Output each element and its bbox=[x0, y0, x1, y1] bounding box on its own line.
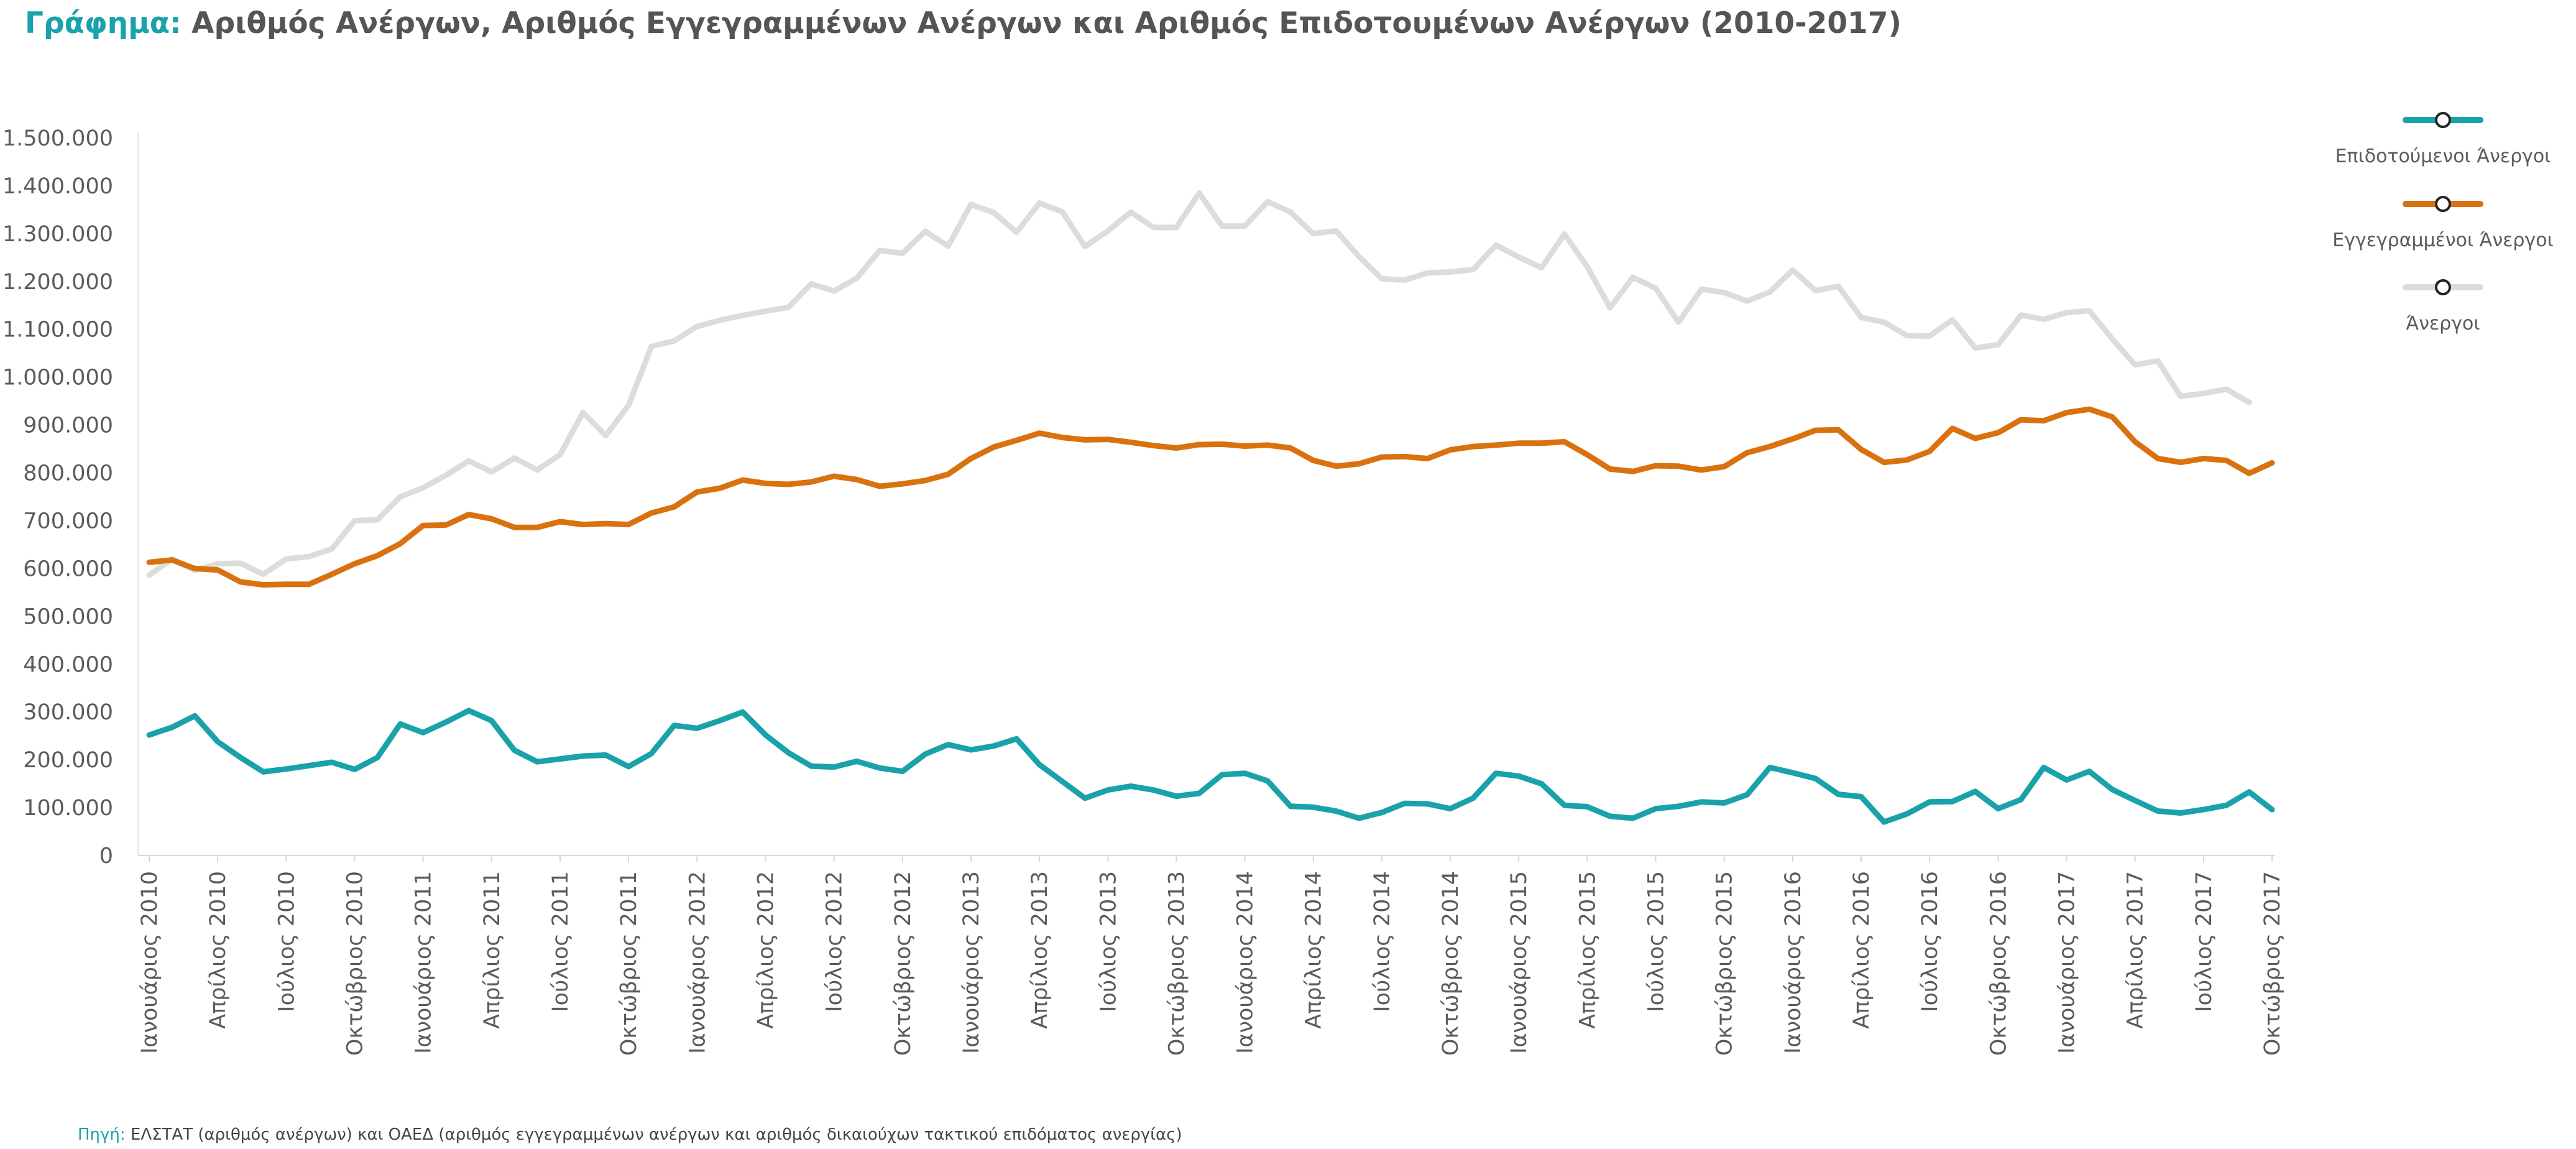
x-tick-label: Ιούλιος 2015 bbox=[1644, 871, 1669, 1012]
y-tick-label: 300.000 bbox=[23, 700, 113, 725]
legend-item: Εγγεγραμμένοι Άνεργοι bbox=[2332, 196, 2554, 251]
y-tick-label: 1.400.000 bbox=[2, 174, 113, 199]
source-text: ΕΛΣΤΑΤ (αριθμός ανέργων) και ΟΑΕΔ (αριθμ… bbox=[130, 1125, 1182, 1144]
y-tick-label: 1.100.000 bbox=[2, 318, 113, 343]
x-tick-label: Ιανουάριος 2017 bbox=[2055, 871, 2080, 1054]
legend-marker bbox=[2435, 279, 2451, 295]
y-tick-label: 200.000 bbox=[23, 748, 113, 773]
y-tick-label: 0 bbox=[99, 844, 113, 869]
legend-item: Επιδοτούμενοι Άνεργοι bbox=[2335, 112, 2551, 167]
x-tick-label: Ιανουάριος 2011 bbox=[412, 871, 436, 1054]
x-axis-ticks: Ιανουάριος 2010 Απρίλιος 2010 Ιούλιος 2010… bbox=[137, 856, 2285, 1056]
x-tick-label: Ιούλιος 2017 bbox=[2192, 871, 2217, 1012]
x-tick-label: Απρίλιος 2010 bbox=[206, 871, 231, 1029]
x-tick-label: Ιανουάριος 2010 bbox=[137, 871, 162, 1054]
series-line bbox=[146, 406, 2275, 588]
x-tick-label: Ιούλιος 2014 bbox=[1370, 871, 1395, 1012]
x-tick-label: Οκτώβριος 2014 bbox=[1438, 871, 1463, 1056]
chart-title: Γράφημα: Αριθμός Ανέργων, Αριθμός Εγγεγρ… bbox=[25, 6, 1902, 40]
y-tick-label: 1.000.000 bbox=[2, 366, 113, 390]
x-tick-label: Οκτώβριος 2017 bbox=[2260, 871, 2285, 1056]
x-tick-label: Ιανουάριος 2013 bbox=[959, 871, 984, 1054]
y-tick-label: 100.000 bbox=[23, 796, 113, 821]
y-tick-label: 900.000 bbox=[23, 413, 113, 438]
x-tick-label: Ιανουάριος 2012 bbox=[685, 871, 710, 1054]
chart-title-text: Αριθμός Ανέργων, Αριθμός Εγγεγραμμένων Α… bbox=[191, 6, 1902, 40]
y-tick-label: 700.000 bbox=[23, 509, 113, 533]
x-tick-label: Οκτώβριος 2015 bbox=[1713, 871, 1737, 1056]
x-tick-label: Οκτώβριος 2011 bbox=[617, 871, 642, 1056]
y-tick-label: 800.000 bbox=[23, 461, 113, 486]
y-tick-label: 1.200.000 bbox=[2, 270, 113, 295]
x-tick-label: Ιούλιος 2010 bbox=[274, 871, 299, 1012]
x-tick-label: Απρίλιος 2015 bbox=[1575, 871, 1600, 1029]
x-tick-label: Ιανουάριος 2015 bbox=[1507, 871, 1532, 1054]
x-tick-label: Ιούλιος 2016 bbox=[1918, 871, 1943, 1012]
x-tick-label: Ιανουάριος 2016 bbox=[1781, 871, 1806, 1054]
x-tick-label: Ιούλιος 2011 bbox=[548, 871, 573, 1012]
legend-label: Επιδοτούμενοι Άνεργοι bbox=[2335, 145, 2551, 167]
legend-item: Άνεργοι bbox=[2403, 279, 2483, 335]
x-tick-label: Οκτώβριος 2016 bbox=[1986, 871, 2011, 1056]
x-tick-label: Οκτώβριος 2010 bbox=[343, 871, 367, 1056]
y-tick-label: 600.000 bbox=[23, 556, 113, 581]
y-axis-ticks: 0 100.000 200.000 300.000 400.000 500.000 600.… bbox=[2, 126, 113, 869]
y-tick-label: 1.500.000 bbox=[2, 126, 113, 151]
x-tick-label: Ιούλιος 2012 bbox=[822, 871, 847, 1012]
x-tick-label: Απρίλιος 2014 bbox=[1302, 871, 1327, 1029]
source-lead: Πηγή: bbox=[78, 1125, 126, 1144]
series-line bbox=[146, 190, 2252, 578]
x-tick-label: Απρίλιος 2016 bbox=[1849, 871, 1874, 1029]
y-tick-label: 500.000 bbox=[23, 604, 113, 629]
source-note: Πηγή: ΕΛΣΤΑΤ (αριθμός ανέργων) και ΟΑΕΔ … bbox=[78, 1125, 1182, 1144]
chart-title-lead: Γράφημα: bbox=[25, 6, 182, 40]
chart-legend: Επιδοτούμενοι Άνεργοι Εγγεγραμμένοι Άνεργ… bbox=[2332, 112, 2554, 335]
y-tick-label: 400.000 bbox=[23, 652, 113, 677]
legend-label: Άνεργοι bbox=[2406, 313, 2480, 335]
chart-series-lines bbox=[146, 190, 2275, 825]
x-tick-label: Απρίλιος 2012 bbox=[753, 871, 778, 1029]
x-tick-label: Οκτώβριος 2013 bbox=[1164, 871, 1189, 1056]
chart-axes bbox=[137, 132, 2275, 856]
x-tick-label: Απρίλιος 2017 bbox=[2123, 871, 2148, 1029]
legend-marker bbox=[2435, 112, 2451, 128]
x-tick-label: Απρίλιος 2011 bbox=[480, 871, 505, 1029]
x-tick-label: Οκτώβριος 2012 bbox=[891, 871, 916, 1056]
x-tick-label: Απρίλιος 2013 bbox=[1028, 871, 1052, 1029]
x-tick-label: Ιανουάριος 2014 bbox=[1233, 871, 1258, 1054]
x-tick-label: Ιούλιος 2013 bbox=[1096, 871, 1121, 1012]
y-tick-label: 1.300.000 bbox=[2, 222, 113, 247]
legend-label: Εγγεγραμμένοι Άνεργοι bbox=[2332, 229, 2554, 251]
legend-marker bbox=[2435, 196, 2451, 212]
series-line bbox=[146, 708, 2275, 825]
